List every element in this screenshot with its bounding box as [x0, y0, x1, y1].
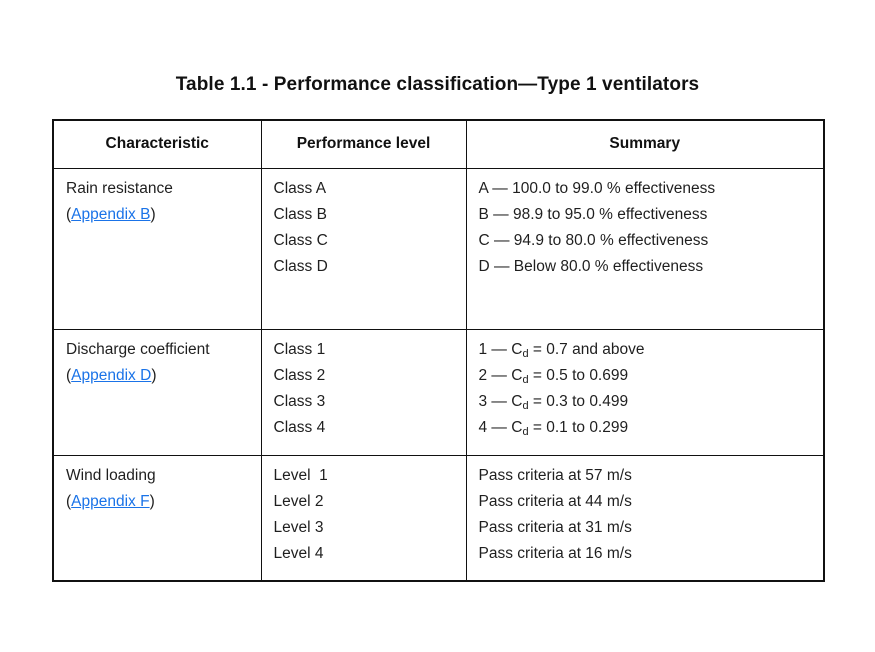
header-row: Characteristic Performance level Summary: [52, 119, 825, 169]
level-line: Level 3: [273, 518, 324, 536]
characteristic-name: Rain resistance: [66, 179, 173, 197]
level-line: Level 4: [273, 544, 324, 562]
cell-discharge-coefficient-characteristic: Discharge coefficient (Appendix D): [52, 328, 262, 456]
summary-line: Pass criteria at 57 m/s: [478, 466, 632, 484]
summary-line: C — 94.9 to 80.0 % effectiveness: [478, 231, 709, 249]
summary-line: 3 — Cd = 0.3 to 0.499: [479, 389, 812, 415]
characteristic-name: Discharge coefficient: [66, 340, 210, 358]
cell-rain-resistance-summary: A — 100.0 to 99.0 % effectiveness B — 98…: [465, 167, 825, 330]
appendix-d-link[interactable]: Appendix D: [71, 366, 152, 384]
table-row-rain-resistance: Rain resistance (Appendix B) Class A Cla…: [52, 167, 825, 330]
paren-open: (: [66, 366, 72, 384]
subscript-d: d: [522, 425, 529, 438]
appendix-b-link[interactable]: Appendix B: [71, 205, 151, 223]
summary-line: Pass criteria at 31 m/s: [478, 518, 632, 536]
level-line: Level 2: [273, 492, 324, 510]
summary-text: 2 — C: [478, 366, 523, 384]
cell-rain-resistance-levels: Class A Class B Class C Class D: [260, 167, 467, 330]
cell-discharge-coefficient-summary: 1 — Cd = 0.7 and above 2 — Cd = 0.5 to 0…: [465, 328, 825, 456]
level-line: Class 1: [273, 340, 326, 358]
level-line: Class B: [273, 205, 327, 223]
characteristic-name: Wind loading: [66, 466, 156, 484]
subscript-d: d: [522, 373, 529, 386]
level-line: Class 4: [273, 418, 326, 436]
table-title: Table 1.1 - Performance classification—T…: [175, 74, 700, 95]
paren-close: ): [151, 366, 157, 384]
table-row-discharge-coefficient: Discharge coefficient (Appendix D) Class…: [52, 328, 825, 456]
cell-wind-loading-summary: Pass criteria at 57 m/s Pass criteria at…: [465, 454, 825, 582]
summary-text: 4 — C: [478, 418, 523, 436]
level-line: Class D: [273, 257, 328, 275]
level-line: Class 2: [273, 366, 326, 384]
cell-wind-loading-characteristic: Wind loading (Appendix F): [52, 454, 262, 582]
column-header-performance-level: Performance level: [260, 119, 467, 169]
summary-line: 2 — Cd = 0.5 to 0.699: [479, 363, 812, 389]
level-line: Class A: [273, 179, 327, 197]
subscript-d: d: [522, 399, 529, 412]
summary-line: 1 — Cd = 0.7 and above: [479, 337, 812, 363]
cell-discharge-coefficient-levels: Class 1 Class 2 Class 3 Class 4: [260, 328, 467, 456]
summary-line: Pass criteria at 44 m/s: [478, 492, 632, 510]
subscript-d: d: [522, 347, 529, 360]
summary-text: = 0.5 to 0.699: [528, 366, 629, 384]
summary-line: Pass criteria at 16 m/s: [478, 544, 632, 562]
summary-line: A — 100.0 to 99.0 % effectiveness: [478, 179, 716, 197]
characteristic-appendix: (Appendix F): [66, 489, 249, 515]
level-line: Class C: [273, 231, 328, 249]
level-line: Level 1: [273, 466, 328, 484]
summary-text: = 0.1 to 0.299: [528, 418, 629, 436]
cell-wind-loading-levels: Level 1 Level 2 Level 3 Level 4: [260, 454, 467, 582]
summary-line: 4 — Cd = 0.1 to 0.299: [479, 415, 812, 441]
table-row-wind-loading: Wind loading (Appendix F) Level 1 Level …: [52, 454, 825, 582]
summary-text: = 0.3 to 0.499: [528, 392, 629, 410]
paren-close: ): [149, 492, 155, 510]
column-header-characteristic: Characteristic: [52, 119, 262, 169]
column-header-summary: Summary: [465, 119, 825, 169]
summary-line: B — 98.9 to 95.0 % effectiveness: [478, 205, 708, 223]
characteristic-appendix: (Appendix D): [66, 363, 249, 389]
characteristic-appendix: (Appendix B): [66, 202, 249, 228]
summary-text: = 0.7 and above: [528, 340, 645, 358]
level-line: Class 3: [273, 392, 326, 410]
paren-open: (: [66, 205, 72, 223]
appendix-f-link[interactable]: Appendix F: [71, 492, 150, 510]
summary-line: D — Below 80.0 % effectiveness: [478, 257, 704, 275]
paren-open: (: [66, 492, 72, 510]
summary-text: 1 — C: [478, 340, 523, 358]
performance-classification-table: Characteristic Performance level Summary…: [52, 119, 825, 582]
cell-rain-resistance-characteristic: Rain resistance (Appendix B): [52, 167, 262, 330]
paren-close: ): [150, 205, 156, 223]
summary-text: 3 — C: [478, 392, 523, 410]
